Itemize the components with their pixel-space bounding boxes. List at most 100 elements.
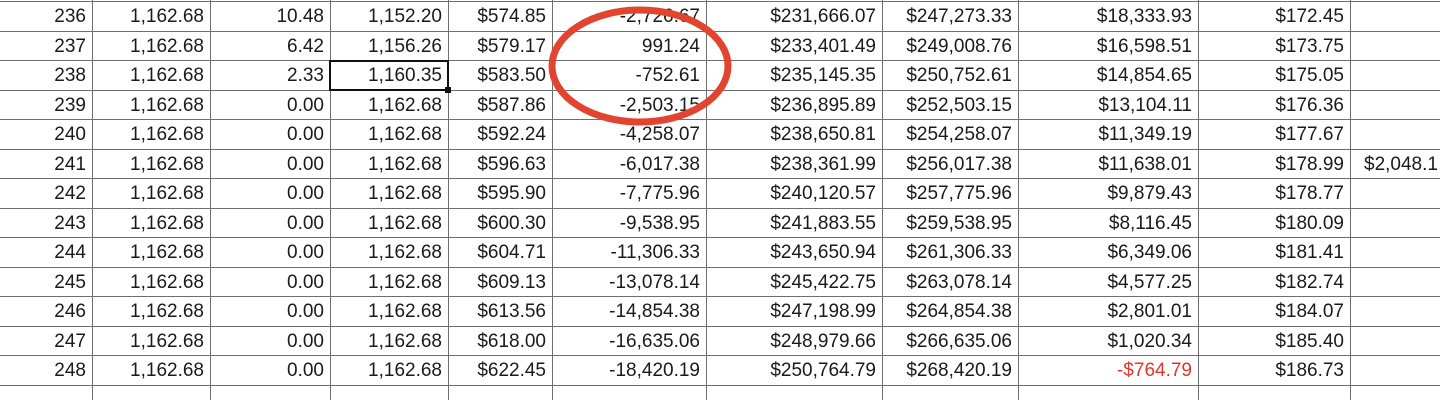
cell-tax[interactable]: $173.75 (1275, 35, 1344, 57)
cell-extra[interactable] (1350, 238, 1440, 267)
cell-balance[interactable]: $235,145.35 (770, 65, 876, 86)
cell-extra[interactable] (1350, 356, 1440, 385)
cell-row-number[interactable]: 242 (54, 183, 86, 204)
cell-extra[interactable] (1350, 120, 1440, 149)
cell-interest[interactable]: 0.00 (287, 183, 324, 204)
cell-extra[interactable] (1350, 297, 1440, 326)
cell-tax[interactable]: $175.05 (1275, 65, 1344, 86)
cell-extra[interactable] (1350, 209, 1440, 238)
cell-extra[interactable] (1350, 91, 1440, 120)
cell-remaining[interactable]: $11,349.19 (1098, 124, 1192, 145)
cell-interest[interactable]: 0.00 (287, 301, 324, 322)
cell-difference[interactable]: -13,078.14 (609, 271, 700, 293)
cell-principal[interactable]: 1,162.68 (368, 271, 442, 293)
cell-remaining[interactable]: $14,854.65 (1096, 65, 1192, 86)
cell-tax[interactable]: $182.74 (1275, 271, 1344, 293)
cell-payment[interactable]: 1,162.68 (130, 183, 204, 204)
cell-total-paid[interactable]: $261,306.33 (906, 242, 1012, 263)
cell-escrow[interactable]: $592.24 (477, 124, 546, 145)
cell-payment[interactable]: 1,162.68 (130, 124, 204, 145)
cell-tax[interactable]: $177.67 (1275, 124, 1344, 145)
cell-extra[interactable] (1350, 2, 1440, 31)
cell-extra[interactable] (1350, 327, 1440, 356)
cell-interest[interactable]: 0.00 (287, 271, 324, 293)
cell-row-number[interactable]: 241 (54, 153, 86, 175)
cell-difference[interactable]: 991.24 (641, 35, 700, 57)
cell-payment[interactable]: 1,162.68 (130, 242, 204, 263)
cell-balance[interactable]: $238,650.81 (770, 124, 876, 145)
cell-difference[interactable]: -14,854.38 (609, 301, 700, 322)
cell-interest[interactable]: 2.33 (287, 65, 324, 86)
cell-row-number[interactable]: 237 (54, 35, 86, 57)
cell-tax[interactable]: $181.41 (1275, 242, 1344, 263)
cell-payment[interactable]: 1,162.68 (130, 360, 204, 381)
cell-remaining[interactable]: $1,020.34 (1107, 330, 1192, 352)
cell-row-number[interactable]: 246 (54, 301, 86, 322)
cell-escrow[interactable]: $574.85 (477, 6, 546, 27)
cell-total-paid[interactable]: $259,538.95 (906, 212, 1012, 234)
cell-remaining[interactable]: $6,349.06 (1107, 242, 1192, 263)
cell-principal[interactable]: 1,162.68 (368, 330, 442, 352)
cell-tax[interactable]: $185.40 (1275, 330, 1344, 352)
cell-principal[interactable]: 1,160.35 (368, 65, 442, 86)
cell-total-paid[interactable]: $254,258.07 (906, 124, 1012, 145)
cell-interest[interactable]: 6.42 (287, 35, 324, 57)
cell-escrow[interactable]: $613.56 (477, 301, 546, 322)
cell-row-number[interactable]: 244 (54, 242, 86, 263)
cell-principal[interactable]: 1,162.68 (368, 94, 442, 116)
cell-total-paid[interactable]: $249,008.76 (906, 35, 1012, 57)
cell-total-paid[interactable]: $266,635.06 (906, 330, 1012, 352)
cell-balance[interactable]: $247,198.99 (770, 301, 876, 322)
cell-principal[interactable]: 1,162.68 (368, 124, 442, 145)
cell-difference[interactable]: -752.61 (635, 65, 700, 86)
cell-remaining[interactable]: $13,104.11 (1098, 94, 1192, 116)
cell-difference[interactable]: -4,258.07 (619, 124, 700, 145)
cell-payment[interactable]: 1,162.68 (130, 65, 204, 86)
cell-payment[interactable]: 1,162.68 (130, 271, 204, 293)
cell-balance[interactable]: $240,120.57 (770, 183, 876, 204)
cell-row-number[interactable]: 245 (54, 271, 86, 293)
cell-principal[interactable]: 1,162.68 (368, 301, 442, 322)
cell-payment[interactable]: 1,162.68 (130, 6, 204, 27)
cell-principal[interactable]: 1,152.20 (368, 6, 442, 27)
cell-tax[interactable]: $178.77 (1275, 183, 1344, 204)
cell-remaining[interactable]: $9,879.43 (1107, 183, 1192, 204)
cell-difference[interactable]: -2,726.67 (619, 6, 700, 27)
cell-tax[interactable]: $180.09 (1275, 212, 1344, 234)
cell-balance[interactable]: $250,764.79 (770, 360, 876, 381)
cell-difference[interactable]: -16,635.06 (609, 330, 700, 352)
cell-payment[interactable]: 1,162.68 (130, 153, 204, 175)
cell-balance[interactable]: $236,895.89 (770, 94, 876, 116)
cell-row-number[interactable]: 239 (54, 94, 86, 116)
cell-remaining[interactable]: $11,638.01 (1098, 153, 1192, 175)
cell-total-paid[interactable]: $257,775.96 (906, 183, 1012, 204)
cell-interest[interactable]: 0.00 (287, 212, 324, 234)
cell-escrow[interactable]: $596.63 (477, 153, 546, 175)
cell-balance[interactable]: $245,422.75 (770, 271, 876, 293)
cell-row-number[interactable]: 238 (54, 65, 86, 86)
cell-interest[interactable]: 0.00 (287, 330, 324, 352)
cell-tax[interactable]: $186.73 (1275, 360, 1344, 381)
cell-balance[interactable]: $233,401.49 (770, 35, 876, 57)
cell-interest[interactable]: 0.00 (287, 124, 324, 145)
cell-total-paid[interactable]: $268,420.19 (906, 360, 1012, 381)
cell-escrow[interactable]: $609.13 (477, 271, 546, 293)
cell-remaining[interactable]: $8,116.45 (1108, 212, 1192, 234)
cell-principal[interactable]: 1,162.68 (368, 212, 442, 234)
cell-payment[interactable]: 1,162.68 (130, 301, 204, 322)
cell-escrow[interactable]: $595.90 (477, 183, 546, 204)
cell-extra[interactable] (1350, 32, 1440, 61)
cell-payment[interactable]: 1,162.68 (130, 212, 204, 234)
cell-payment[interactable]: 1,162.68 (130, 330, 204, 352)
cell-difference[interactable]: -18,420.19 (609, 360, 700, 381)
cell-total-paid[interactable]: $252,503.15 (906, 94, 1012, 116)
cell-remaining[interactable]: $4,577.25 (1107, 271, 1192, 293)
cell-balance[interactable]: $231,666.07 (770, 6, 876, 27)
cell-interest[interactable]: 0.00 (287, 360, 324, 381)
cell-difference[interactable]: -2,503.15 (619, 94, 700, 116)
selected-cell-outline[interactable] (329, 60, 449, 91)
cell-interest[interactable]: 10.48 (276, 6, 324, 27)
cell-total-paid[interactable]: $247,273.33 (906, 6, 1012, 27)
cell-total-paid[interactable]: $250,752.61 (906, 65, 1012, 86)
cell-extra[interactable] (1350, 61, 1440, 90)
